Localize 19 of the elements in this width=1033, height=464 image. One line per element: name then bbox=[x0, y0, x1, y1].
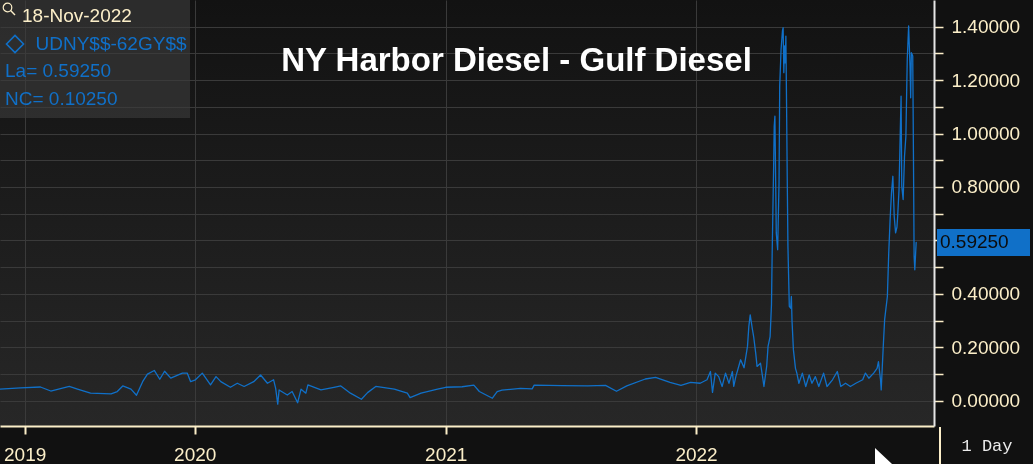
annotation: 18-Nov-2022 bbox=[22, 5, 132, 27]
y-tick-label: 1.40000 bbox=[951, 16, 1021, 38]
y-tick-label: 0.00000 bbox=[951, 390, 1021, 412]
legend-label: UDNY$$-62GY$$ bbox=[35, 33, 187, 54]
text: 0.59250 bbox=[940, 231, 1009, 254]
y-tick-label: 1.00000 bbox=[951, 123, 1021, 145]
annotation: NC= 0.10250 bbox=[5, 88, 118, 110]
y-tick-label: 0.20000 bbox=[951, 336, 1021, 358]
line-series bbox=[0, 25, 917, 405]
x-tick-label: 2021 bbox=[425, 443, 468, 464]
text: 1 Day bbox=[961, 437, 1013, 456]
annotation: La= 0.59250 bbox=[5, 60, 112, 82]
y-tick-label: 0.40000 bbox=[951, 283, 1021, 305]
y-tick-label: 0.80000 bbox=[951, 176, 1021, 198]
x-tick-label: 2019 bbox=[4, 443, 47, 464]
y-tick-label: 1.20000 bbox=[951, 69, 1021, 91]
x-tick-label: 2020 bbox=[174, 443, 217, 464]
x-tick-label: 2022 bbox=[675, 443, 718, 464]
text: NY Harbor Diesel - Gulf Diesel bbox=[281, 41, 752, 78]
